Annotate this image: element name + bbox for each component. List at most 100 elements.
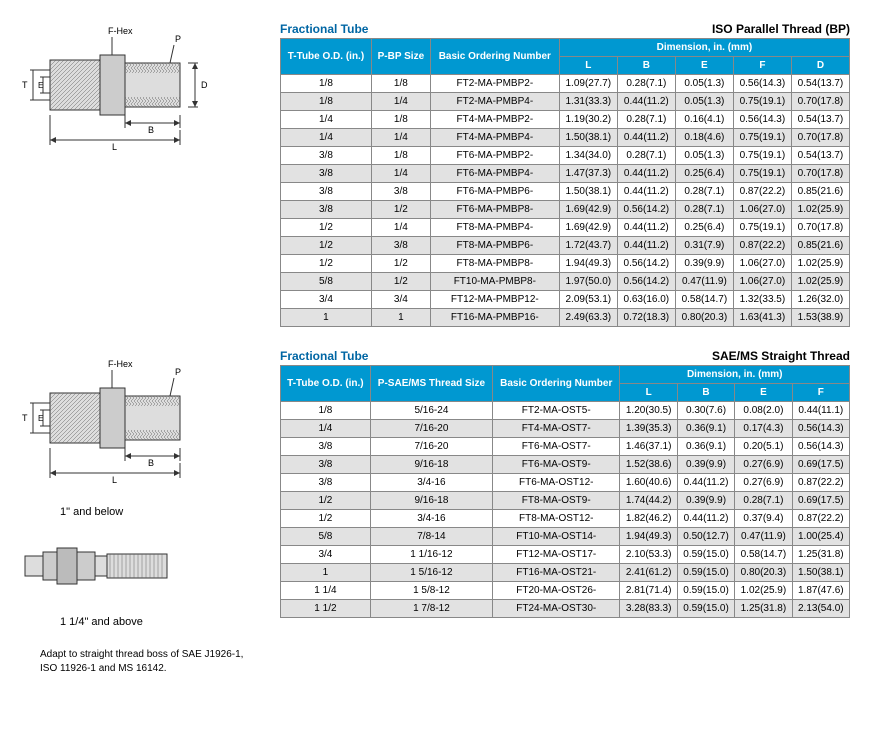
table-row: 3/81/4FT6-MA-PMBP4-1.47(37.3)0.44(11.2)0… (281, 165, 850, 183)
table-row: 3/87/16-20FT6-MA-OST7-1.46(37.1)0.36(9.1… (281, 438, 850, 456)
table-cell: 0.44(11.2) (617, 93, 675, 111)
table-cell: 0.44(11.2) (617, 183, 675, 201)
table-cell: FT16-MA-PMBP16- (430, 309, 559, 327)
th2-f: F (792, 384, 849, 402)
left-column: F-Hex P D T E (20, 20, 250, 676)
table-cell: FT6-MA-OST12- (493, 474, 620, 492)
th2-l: L (620, 384, 677, 402)
table-cell: 0.36(9.1) (677, 438, 734, 456)
table-cell: FT6-MA-PMBP8- (430, 201, 559, 219)
table-cell: 3/4-16 (370, 474, 492, 492)
table-cell: 3/4 (281, 291, 372, 309)
svg-text:P: P (175, 367, 181, 377)
table-cell: 0.56(14.2) (617, 201, 675, 219)
table-cell: 0.54(13.7) (791, 75, 849, 93)
table-cell: 1.87(47.6) (792, 582, 849, 600)
table-cell: 0.70(17.8) (791, 93, 849, 111)
table-cell: 0.28(7.1) (617, 111, 675, 129)
table-cell: 0.28(7.1) (617, 75, 675, 93)
table-cell: FT4-MA-OST7- (493, 420, 620, 438)
table1-title-left: Fractional Tube (280, 22, 368, 36)
table-cell: 1.46(37.1) (620, 438, 677, 456)
table-cell: 1 1/2 (281, 600, 371, 618)
table-cell: FT8-MA-OST12- (493, 510, 620, 528)
table-cell: 0.75(19.1) (733, 147, 791, 165)
table-cell: 1/2 (281, 219, 372, 237)
table-cell: 9/16-18 (370, 492, 492, 510)
table-cell: 0.28(7.1) (675, 183, 733, 201)
table-row: 5/81/2FT10-MA-PMBP8-1.97(50.0)0.56(14.2)… (281, 273, 850, 291)
table-cell: 3/8 (281, 147, 372, 165)
table-cell: 0.44(11.2) (677, 474, 734, 492)
table-row: 1 1/21 7/8-12FT24-MA-OST30-3.28(83.3)0.5… (281, 600, 850, 618)
table-cell: 1.00(25.4) (792, 528, 849, 546)
table-cell: 0.05(1.3) (675, 147, 733, 165)
table-cell: 0.54(13.7) (791, 147, 849, 165)
table-row: 1/47/16-20FT4-MA-OST7-1.39(35.3)0.36(9.1… (281, 420, 850, 438)
th2-order: Basic Ordering Number (493, 366, 620, 402)
th-e: E (675, 57, 733, 75)
table2-title-left: Fractional Tube (280, 349, 368, 363)
table-iso-bp: T-Tube O.D. (in.) P-BP Size Basic Orderi… (280, 38, 850, 327)
table-row: 1/81/8FT2-MA-PMBP2-1.09(27.7)0.28(7.1)0.… (281, 75, 850, 93)
table-cell: FT2-MA-PMBP2- (430, 75, 559, 93)
th-d: D (791, 57, 849, 75)
table-cell: 1/4 (371, 165, 430, 183)
table-cell: 0.87(22.2) (792, 474, 849, 492)
table-cell: 1/8 (371, 75, 430, 93)
table-cell: 3/8 (281, 438, 371, 456)
table-cell: 0.56(14.3) (733, 75, 791, 93)
caption-below: 1" and below (60, 506, 250, 518)
label-e: E (38, 81, 43, 90)
table-cell: 7/16-20 (370, 420, 492, 438)
table-cell: 0.05(1.3) (675, 93, 733, 111)
table-cell: 1.06(27.0) (733, 273, 791, 291)
table-cell: 2.81(71.4) (620, 582, 677, 600)
th2-b: B (677, 384, 734, 402)
table-cell: 1.72(43.7) (559, 237, 617, 255)
table-cell: 0.59(15.0) (677, 582, 734, 600)
table-cell: 0.37(9.4) (735, 510, 792, 528)
table-cell: FT6-MA-OST9- (493, 456, 620, 474)
table-cell: 0.36(9.1) (677, 420, 734, 438)
table-cell: FT2-MA-PMBP4- (430, 93, 559, 111)
table-cell: 2.41(61.2) (620, 564, 677, 582)
table-cell: 0.69(17.5) (792, 456, 849, 474)
table-cell: 1.02(25.9) (735, 582, 792, 600)
table-cell: FT16-MA-OST21- (493, 564, 620, 582)
table-cell: 3/8 (371, 237, 430, 255)
table-cell: 5/16-24 (370, 402, 492, 420)
table-row: 1 1/41 5/8-12FT20-MA-OST26-2.81(71.4)0.5… (281, 582, 850, 600)
table-cell: 0.39(9.9) (677, 492, 734, 510)
table-cell: 0.25(6.4) (675, 219, 733, 237)
table-cell: 0.69(17.5) (792, 492, 849, 510)
table-cell: 1 1/4 (281, 582, 371, 600)
table-cell: 0.63(16.0) (617, 291, 675, 309)
table-cell: 0.58(14.7) (735, 546, 792, 564)
table-cell: 1.19(30.2) (559, 111, 617, 129)
table-cell: 1.52(38.6) (620, 456, 677, 474)
table-cell: 1.60(40.6) (620, 474, 677, 492)
table-cell: 2.49(63.3) (559, 309, 617, 327)
table-cell: 1/8 (281, 75, 372, 93)
table-cell: 0.56(14.2) (617, 273, 675, 291)
table-row: 11FT16-MA-PMBP16-2.49(63.3)0.72(18.3)0.8… (281, 309, 850, 327)
table-cell: 0.44(11.2) (677, 510, 734, 528)
table-cell: 1.06(27.0) (733, 201, 791, 219)
table-cell: 0.18(4.6) (675, 129, 733, 147)
table-cell: FT12-MA-PMBP12- (430, 291, 559, 309)
table-cell: 0.50(12.7) (677, 528, 734, 546)
table-cell: 0.56(14.2) (617, 255, 675, 273)
table-cell: 1.69(42.9) (559, 219, 617, 237)
table-cell: 1.09(27.7) (559, 75, 617, 93)
table-cell: 0.58(14.7) (675, 291, 733, 309)
table-cell: 3.28(83.3) (620, 600, 677, 618)
table-cell: 0.59(15.0) (677, 564, 734, 582)
table-cell: 7/8-14 (370, 528, 492, 546)
table-cell: 1 (281, 309, 372, 327)
table-cell: 0.47(11.9) (735, 528, 792, 546)
table-cell: FT6-MA-PMBP6- (430, 183, 559, 201)
th2-size: P-SAE/MS Thread Size (370, 366, 492, 402)
table-cell: 0.72(18.3) (617, 309, 675, 327)
table-cell: 1 (281, 564, 371, 582)
